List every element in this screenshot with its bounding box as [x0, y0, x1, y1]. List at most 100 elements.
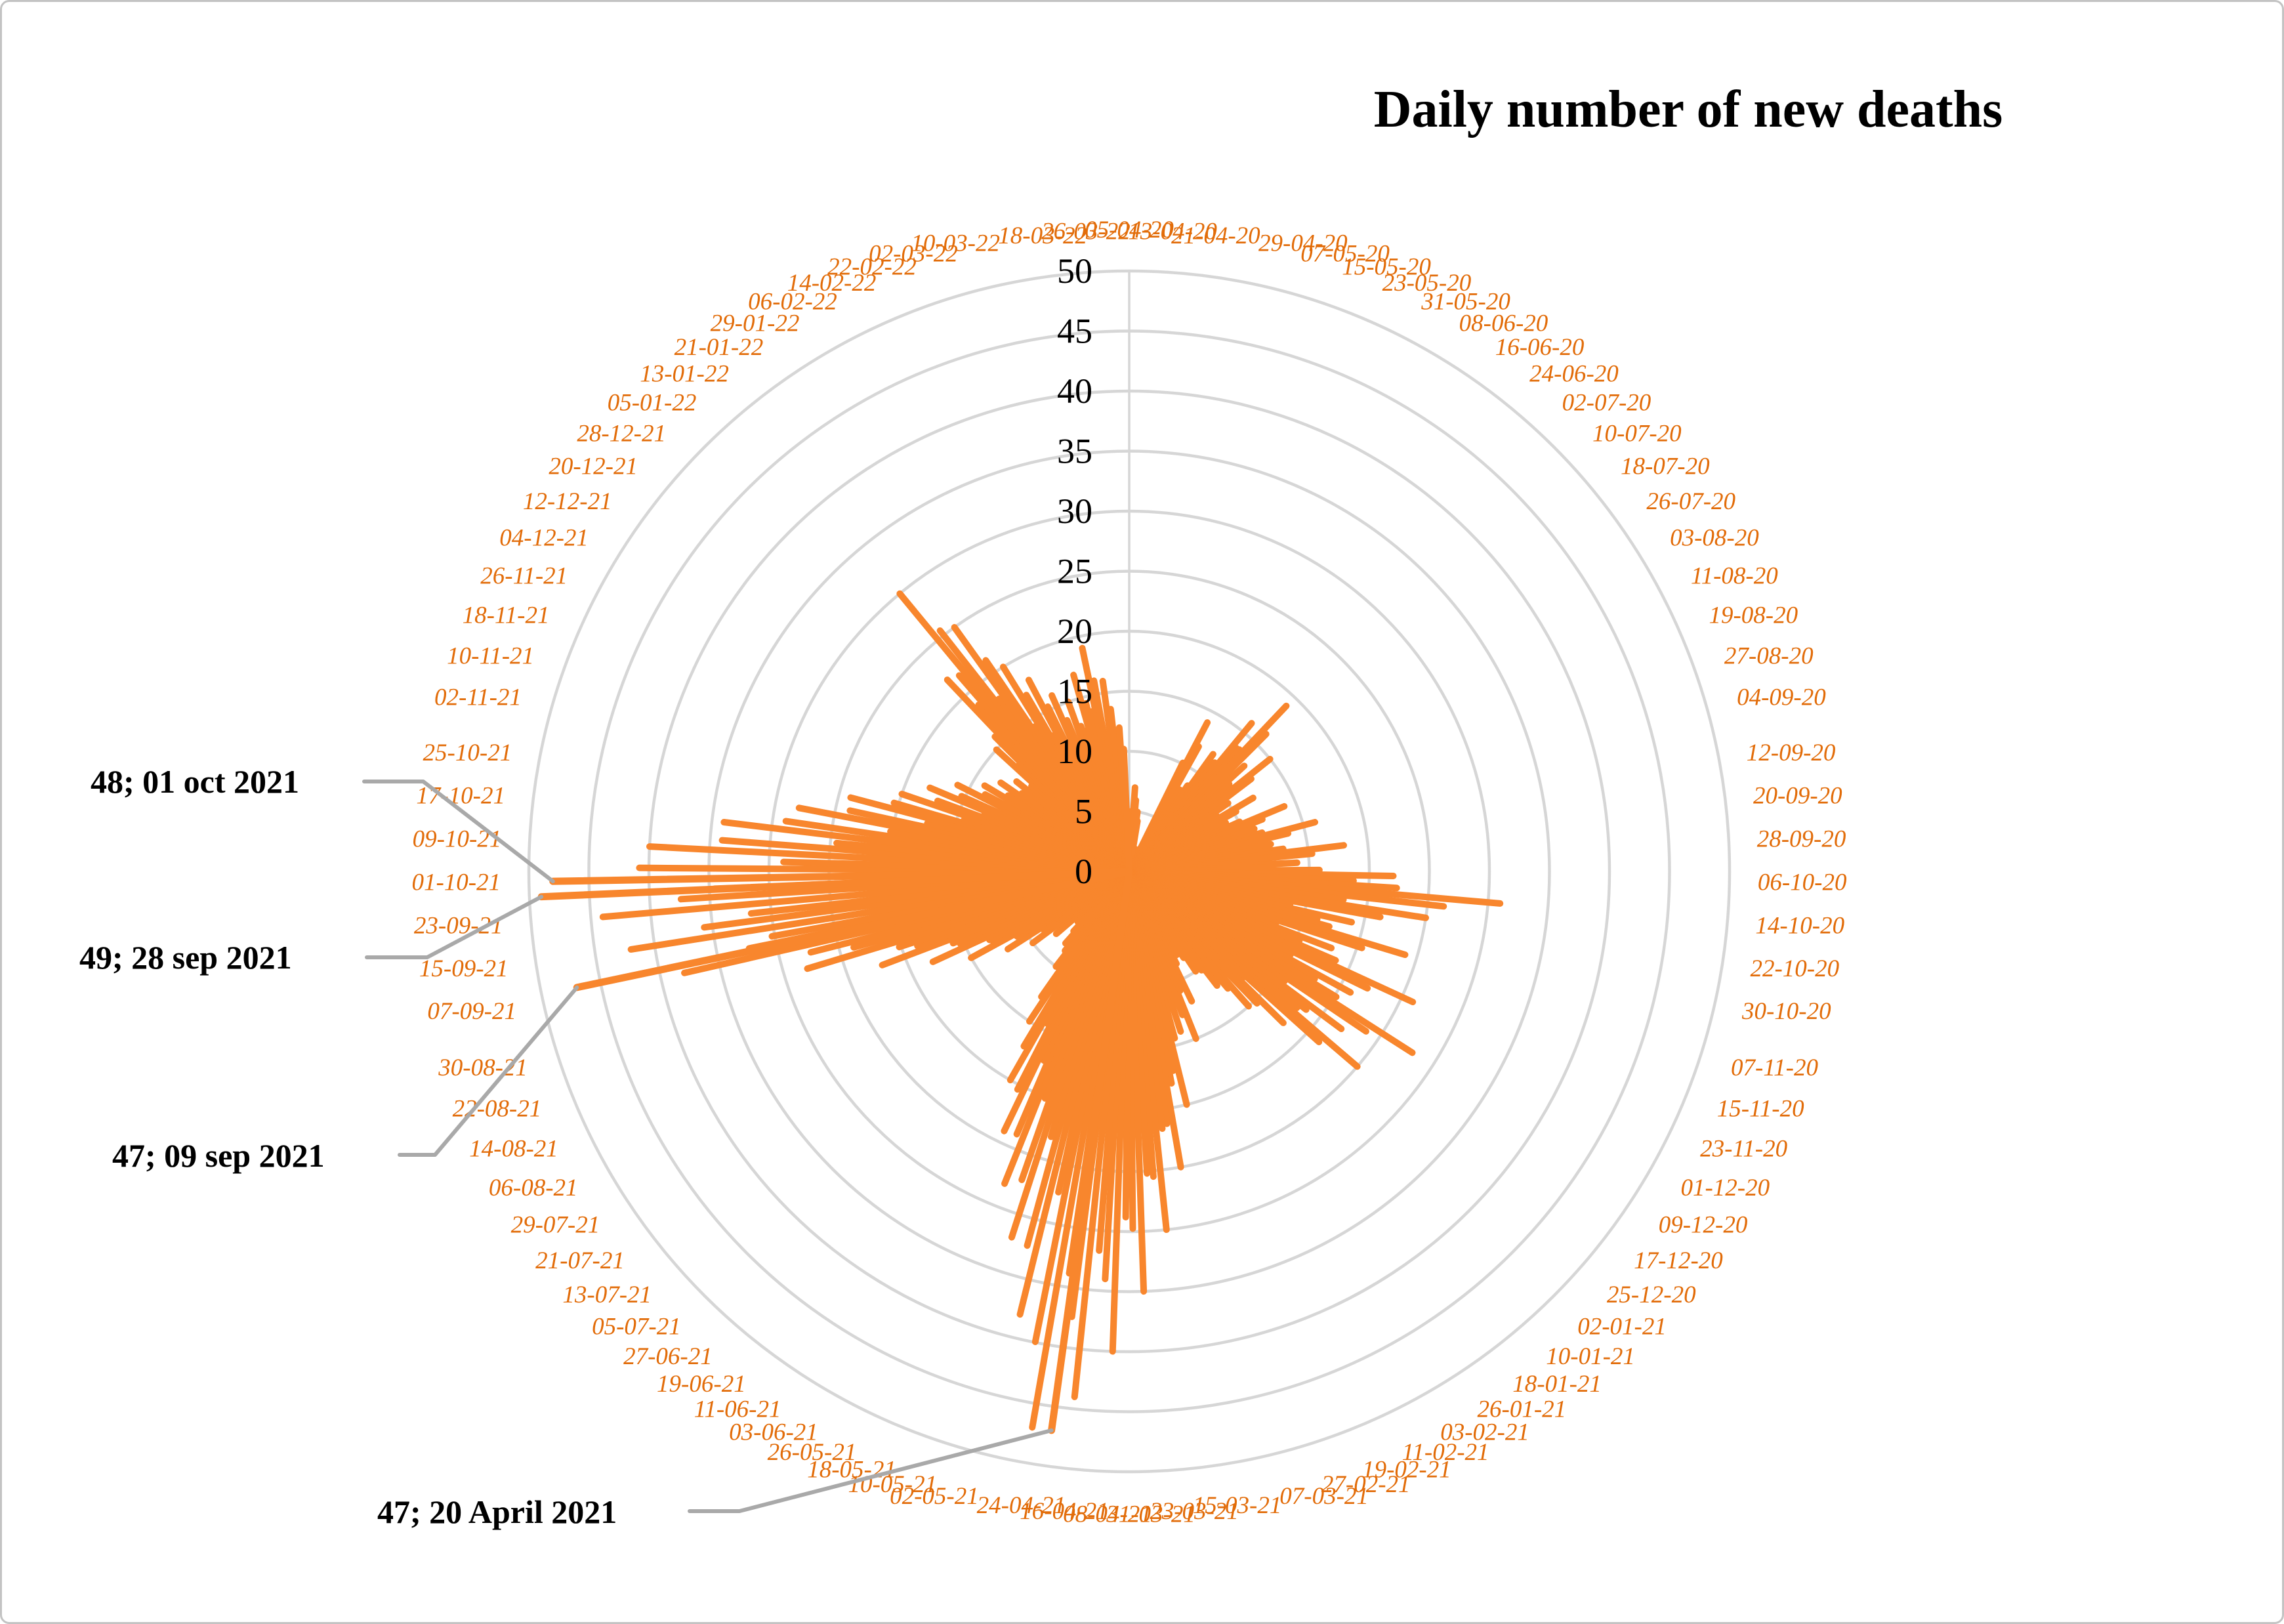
date-label: 18-01-21	[1512, 1371, 1602, 1398]
peak-spike	[1048, 867, 1133, 1434]
date-label: 09-12-20	[1659, 1212, 1748, 1239]
date-label: 19-08-20	[1709, 602, 1798, 629]
date-label: 15-11-20	[1717, 1096, 1804, 1123]
date-label: 04-09-20	[1737, 684, 1826, 711]
radial-tick-label: 40	[1057, 371, 1092, 411]
radial-axis-tick-labels: 0 5 10 15 20 25 30 35 40 45 50	[1057, 251, 1092, 891]
date-label: 15-03-21	[1193, 1492, 1282, 1519]
date-label: 04-12-21	[499, 524, 589, 551]
date-label: 10-05-21	[848, 1471, 937, 1498]
data-spikes	[537, 590, 1504, 1434]
date-label: 23-05-20	[1382, 270, 1472, 297]
date-label: 15-09-21	[419, 955, 509, 982]
radial-tick-label: 0	[1075, 852, 1092, 891]
radial-tick-label: 20	[1057, 612, 1092, 651]
date-label: 31-03-21	[1106, 1501, 1195, 1528]
date-label: 26-11-21	[480, 563, 568, 590]
date-label: 19-06-21	[657, 1371, 746, 1398]
date-label: 10-01-21	[1546, 1343, 1635, 1370]
date-label: 27-06-21	[623, 1343, 713, 1370]
date-label: 30-08-21	[438, 1054, 528, 1081]
date-label: 20-09-20	[1753, 783, 1842, 810]
date-label: 21-01-22	[675, 334, 764, 361]
radial-tick-label: 35	[1057, 432, 1092, 471]
date-label: 28-09-20	[1757, 825, 1846, 852]
date-label: 02-07-20	[1562, 389, 1651, 416]
date-label: 19-02-21	[1362, 1457, 1451, 1484]
date-label: 10-11-21	[447, 642, 534, 669]
date-label: 14-02-22	[787, 270, 877, 297]
date-label: 18-07-20	[1621, 453, 1710, 480]
date-label: 07-03-21	[1279, 1483, 1369, 1510]
date-label: 23-03-21	[1150, 1498, 1239, 1525]
radial-tick-label: 10	[1057, 732, 1092, 771]
date-label: 30-10-20	[1741, 998, 1831, 1025]
annotations: 48; 01 oct 2021 49; 28 sep 2021 47; 09 sep…	[79, 763, 1054, 1530]
date-label: 29-01-22	[711, 310, 800, 337]
date-label: 16-04-21	[1020, 1498, 1109, 1525]
date-label: 11-02-21	[1402, 1439, 1489, 1466]
date-label: 11-06-21	[694, 1396, 781, 1423]
date-label: 07-09-21	[427, 998, 516, 1025]
date-label: 26-03-22	[1041, 218, 1131, 245]
date-label: 29-04-20	[1258, 230, 1348, 257]
date-label: 14-10-20	[1755, 913, 1844, 940]
date-label: 02-01-21	[1577, 1314, 1667, 1341]
date-label: 11-08-20	[1691, 563, 1778, 590]
date-label: 01-10-21	[411, 869, 501, 896]
date-label: 27-08-20	[1724, 642, 1814, 669]
radial-tick-label: 5	[1075, 792, 1092, 831]
date-label: 26-01-21	[1478, 1396, 1567, 1423]
date-label: 22-02-22	[827, 254, 917, 281]
date-label: 03-02-21	[1440, 1419, 1529, 1446]
date-label: 31-05-20	[1421, 289, 1510, 316]
date-label: 08-06-20	[1459, 310, 1548, 337]
date-label: 25-12-20	[1607, 1281, 1696, 1308]
date-label: 21-04-20	[1171, 222, 1260, 249]
annotation-leader	[398, 985, 579, 1157]
radial-tick-label: 45	[1057, 312, 1092, 351]
peak-spike	[537, 867, 1133, 901]
annotation-leader	[362, 780, 555, 884]
date-label: 24-04-21	[977, 1492, 1066, 1519]
date-label: 27-02-21	[1321, 1471, 1411, 1498]
date-label: 02-05-21	[890, 1483, 979, 1510]
radial-tick-label: 15	[1057, 672, 1092, 711]
date-label: 24-06-20	[1529, 360, 1619, 387]
date-label: 25-10-21	[423, 739, 512, 766]
date-label: 02-11-21	[434, 684, 522, 711]
date-label: 10-03-22	[911, 230, 1000, 257]
date-label: 14-08-21	[469, 1136, 558, 1163]
date-label: 13-01-22	[640, 360, 729, 387]
date-label: 05-01-22	[608, 389, 697, 416]
radial-tick-label: 25	[1057, 552, 1092, 591]
peak-spike	[573, 867, 1133, 991]
date-label: 17-12-20	[1634, 1247, 1723, 1274]
date-label: 08-04-21	[1063, 1501, 1152, 1528]
annotation-label: 49; 28 sep 2021	[79, 939, 292, 976]
date-label: 18-11-21	[463, 602, 550, 629]
date-label: 02-03-22	[869, 240, 958, 267]
data-spike	[1120, 745, 1132, 875]
date-label: 26-05-21	[768, 1439, 857, 1466]
date-label: 29-07-21	[511, 1212, 600, 1239]
date-label: 21-07-21	[535, 1247, 625, 1274]
date-label: 06-10-20	[1758, 869, 1847, 896]
date-label: 23-11-20	[1700, 1136, 1787, 1163]
date-label: 26-07-20	[1646, 488, 1735, 515]
category-date-labels: 05-04-2013-04-2021-04-2029-04-2007-05-20…	[411, 217, 1847, 1528]
date-label: 05-07-21	[592, 1314, 681, 1341]
date-label: 28-12-21	[577, 420, 666, 447]
date-label: 18-03-22	[998, 222, 1087, 249]
date-label: 06-02-22	[748, 289, 837, 316]
date-label: 06-08-21	[489, 1175, 578, 1201]
date-label: 03-08-20	[1670, 524, 1759, 551]
annotation-leader	[688, 1428, 1054, 1513]
chart-title: Daily number of new deaths	[1374, 81, 2003, 138]
annotation-label: 47; 20 April 2021	[377, 1493, 617, 1530]
annotation-leader	[365, 894, 544, 959]
radial-tick-label: 50	[1057, 251, 1092, 291]
date-label: 22-10-20	[1750, 955, 1839, 982]
